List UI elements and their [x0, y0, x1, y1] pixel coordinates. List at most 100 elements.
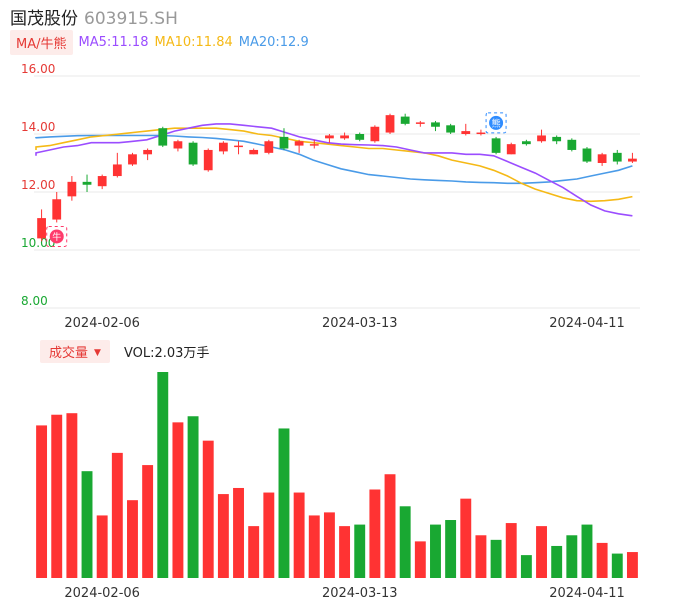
stock-code: 603915.SH: [84, 9, 178, 29]
x-axis-label: 2024-02-06: [64, 316, 140, 331]
candle-body: [294, 141, 304, 146]
volume-bar: [611, 553, 623, 578]
ma-legend: MA/牛熊 MA5:11.18 MA10:11.84 MA20:12.9: [10, 29, 315, 55]
volume-bar: [217, 494, 229, 578]
volume-bar: [566, 535, 578, 578]
candle-body: [521, 141, 531, 145]
volume-bar: [111, 452, 123, 578]
candle-body: [476, 132, 486, 135]
candle-body: [234, 145, 243, 148]
volume-bar: [202, 440, 214, 578]
volume-bar: [172, 422, 184, 578]
candle-body: [173, 141, 183, 149]
candle-body: [415, 122, 425, 124]
y-tick-label: 8.00: [21, 294, 48, 308]
bull-marker-frame: [46, 225, 68, 247]
candle-body: [37, 218, 46, 239]
volume-indicator-button[interactable]: 成交量 ▼: [40, 339, 110, 363]
volume-bar: [399, 506, 411, 578]
ma5-value: MA5:11.18: [78, 34, 149, 50]
y-tick-label: 16.00: [21, 62, 55, 76]
stock-name: 国茂股份: [10, 9, 78, 29]
candle-body: [340, 135, 349, 139]
volume-value: VOL:2.03万手: [123, 345, 210, 361]
candle-body: [628, 158, 637, 162]
candle-body: [400, 116, 410, 124]
y-tick-label: 14.00: [21, 120, 55, 134]
candle-body: [552, 136, 562, 142]
volume-bar: [36, 425, 48, 578]
candle-body: [370, 126, 380, 142]
candle-body: [385, 115, 395, 133]
candle-body: [279, 136, 289, 149]
volume-bar: [157, 372, 169, 578]
volume-bar: [339, 526, 351, 578]
candle-body: [203, 149, 213, 171]
candle-body: [537, 135, 546, 142]
candle-body: [143, 149, 153, 155]
volume-bar: [96, 515, 108, 578]
volume-button-label: 成交量: [49, 345, 89, 361]
bull-marker-icon: [49, 229, 64, 244]
candle-body: [431, 122, 440, 127]
candle-body: [52, 199, 62, 220]
volume-bar: [369, 489, 381, 578]
x-axis-label: 2024-04-11: [549, 316, 625, 331]
volume-bar: [445, 520, 457, 578]
volume-bar: [520, 555, 532, 578]
volume-bar: [81, 471, 93, 578]
volume-bar: [536, 526, 547, 578]
candle-body: [112, 164, 122, 177]
candle-body: [97, 176, 107, 187]
candle-body: [446, 125, 456, 133]
candle-body: [355, 134, 365, 140]
volume-bar: [278, 428, 290, 578]
candle-body: [567, 139, 577, 150]
volume-legend: 成交量 ▼ VOL:2.03万手: [40, 339, 210, 363]
volume-bar: [505, 523, 517, 578]
volume-bar: [384, 474, 396, 578]
volume-x-axis-label: 2024-03-13: [322, 586, 398, 601]
volume-bar: [127, 500, 138, 578]
bear-marker-frame: [485, 112, 507, 134]
volume-bar: [460, 498, 472, 578]
volume-bar: [187, 416, 199, 578]
volume-bar: [430, 524, 441, 578]
marker-glyph: 熊: [492, 117, 501, 129]
candle-body: [582, 148, 592, 162]
volume-bar: [354, 524, 366, 578]
volume-bar: [475, 535, 487, 578]
volume-bar: [581, 524, 593, 578]
candle-body: [249, 149, 259, 155]
candle-body: [158, 128, 168, 146]
volume-bar: [626, 552, 638, 578]
ma10-line: [35, 127, 633, 203]
candle-body: [82, 181, 92, 185]
volume-bar: [490, 539, 502, 578]
candle-body: [67, 181, 77, 197]
candle-body: [188, 142, 198, 165]
ma10-value: MA10:11.84: [154, 34, 233, 50]
volume-x-axis-label: 2024-02-06: [64, 586, 140, 601]
volume-bar: [323, 512, 335, 578]
volume-x-axis-label: 2024-04-11: [549, 586, 625, 601]
candle-body: [461, 131, 471, 134]
candle-body: [128, 154, 137, 165]
candle-body: [325, 135, 334, 139]
x-axis-label: 2024-03-13: [322, 316, 398, 331]
candle-body: [309, 144, 319, 146]
volume-bar: [308, 515, 320, 578]
candle-body: [597, 154, 607, 163]
candle-body: [612, 152, 622, 162]
volume-bar: [596, 542, 608, 578]
volume-bar: [263, 492, 275, 578]
y-tick-label: 12.00: [21, 178, 55, 192]
candle-body: [218, 142, 228, 152]
volume-bar: [248, 526, 260, 578]
ma-indicator-button[interactable]: MA/牛熊: [10, 29, 73, 55]
volume-bar: [233, 487, 244, 578]
bear-marker-icon: [489, 115, 504, 130]
ma20-line: [35, 134, 633, 185]
volume-bar: [51, 414, 63, 578]
